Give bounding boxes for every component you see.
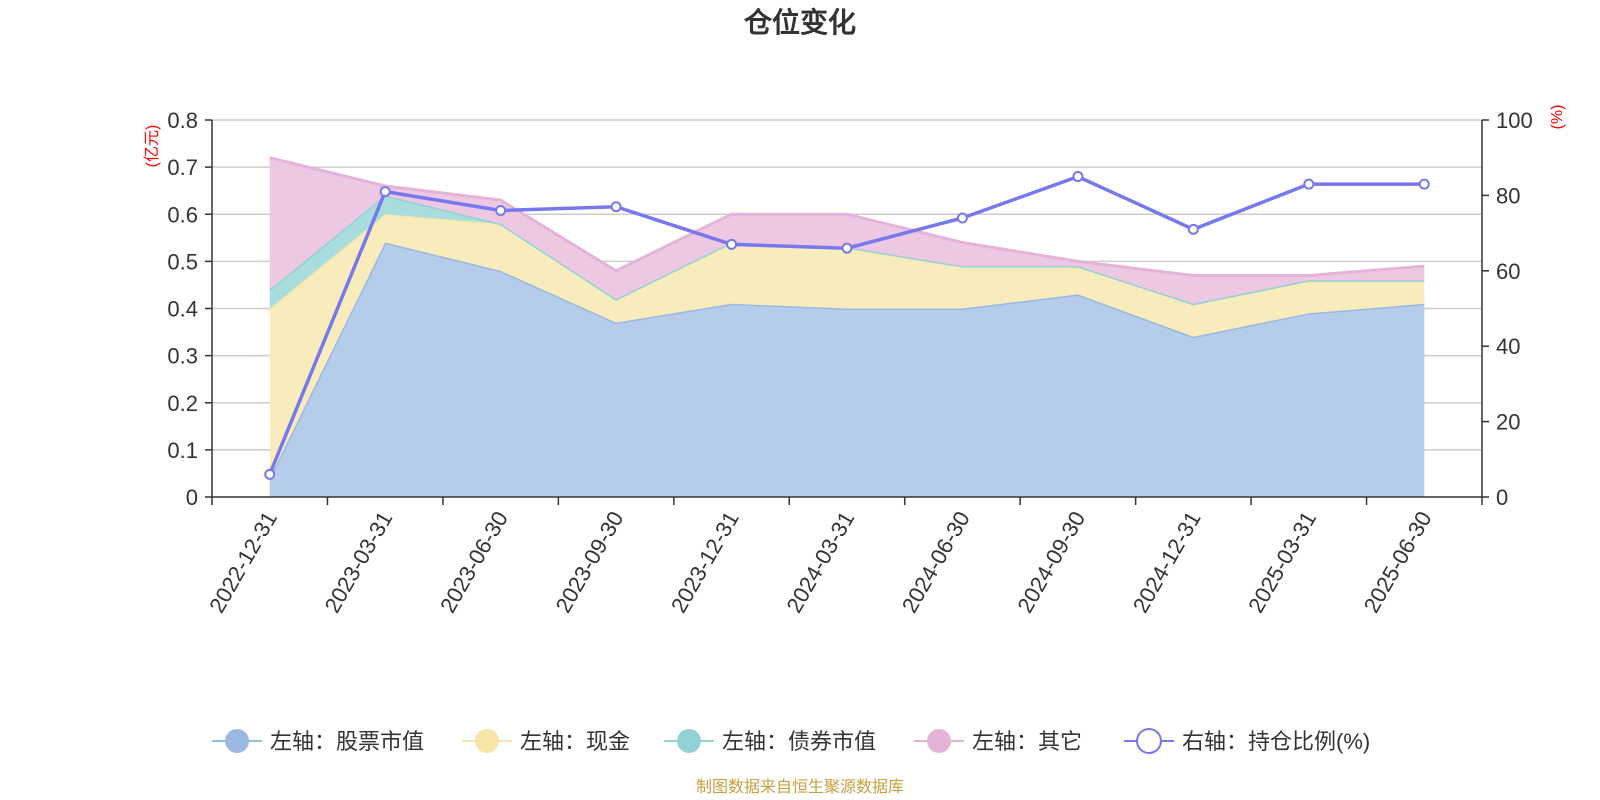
- right-tick-label: 40: [1496, 334, 1520, 359]
- ratio-point: [1187, 223, 1199, 235]
- right-tick-label: 80: [1496, 183, 1520, 208]
- x-tick-label: 2023-12-31: [666, 507, 744, 617]
- ratio-point: [1418, 178, 1430, 190]
- area-2: [269, 214, 1425, 479]
- left-tick-label: 0.5: [167, 249, 198, 274]
- ratio-point: [495, 204, 507, 216]
- x-tick-label: 2025-03-31: [1243, 507, 1321, 617]
- ratio-point: [264, 468, 276, 480]
- ratio-point: [1303, 178, 1315, 190]
- area-1: [269, 242, 1425, 497]
- area-3: [269, 195, 1425, 309]
- ratio-point: [610, 201, 622, 213]
- legend-label: 左轴：股票市值: [270, 729, 424, 754]
- left-tick-label: 0.8: [167, 108, 198, 133]
- legend-marker: [927, 729, 951, 753]
- left-tick-label: 0.7: [167, 155, 198, 180]
- right-tick-label: 0: [1496, 485, 1508, 510]
- left-tick-label: 0.3: [167, 344, 198, 369]
- ratio-point: [956, 212, 968, 224]
- area-4: [269, 157, 1425, 304]
- ratio-point: [726, 238, 738, 250]
- x-tick-label: 2023-03-31: [320, 507, 398, 617]
- area-series: [268, 156, 1425, 497]
- legend-marker: [1136, 728, 1162, 754]
- x-tick-label: 2023-06-30: [435, 507, 513, 617]
- ratio-point: [379, 186, 391, 198]
- x-tick-label: 2025-06-30: [1359, 507, 1437, 617]
- left-tick-label: 0.1: [167, 438, 198, 463]
- legend-label: 左轴：其它: [972, 729, 1082, 754]
- x-tick-label: 2024-03-31: [781, 507, 859, 617]
- right-tick-label: 20: [1496, 410, 1520, 435]
- left-tick-label: 0.2: [167, 391, 198, 416]
- right-tick-label: 100: [1496, 108, 1533, 133]
- left-tick-label: 0: [186, 485, 198, 510]
- legend-label: 左轴：现金: [520, 729, 630, 754]
- x-tick-label: 2024-12-31: [1128, 507, 1206, 617]
- x-tick-label: 2023-09-30: [550, 507, 628, 617]
- legend: 左轴：股票市值 左轴：现金 左轴：债券市值 左轴：其它 右轴：持仓比例(%): [212, 728, 1370, 754]
- x-tick-label: 2024-09-30: [1012, 507, 1090, 617]
- x-tick-label: 2024-06-30: [897, 507, 975, 617]
- x-tick-label: 2022-12-31: [204, 507, 282, 617]
- chart-title: 仓位变化: [744, 6, 856, 38]
- left-tick-label: 0.4: [167, 297, 198, 322]
- area-edge-4: [269, 156, 1425, 277]
- legend-label: 左轴：债券市值: [722, 729, 876, 754]
- footer-source: 制图数据来自恒生聚源数据库: [696, 778, 904, 796]
- right-axis-unit: (%): [1549, 105, 1566, 130]
- left-axis-unit: (亿元): [143, 125, 161, 168]
- legend-marker: [475, 729, 499, 753]
- legend-marker: [677, 729, 701, 753]
- ratio-point: [841, 242, 853, 254]
- ratio-point: [1072, 171, 1084, 183]
- left-tick-label: 0.6: [167, 202, 198, 227]
- legend-label: 右轴：持仓比例(%): [1182, 729, 1370, 754]
- line-series: [264, 171, 1430, 480]
- legend-marker: [225, 729, 249, 753]
- right-tick-label: 60: [1496, 259, 1520, 284]
